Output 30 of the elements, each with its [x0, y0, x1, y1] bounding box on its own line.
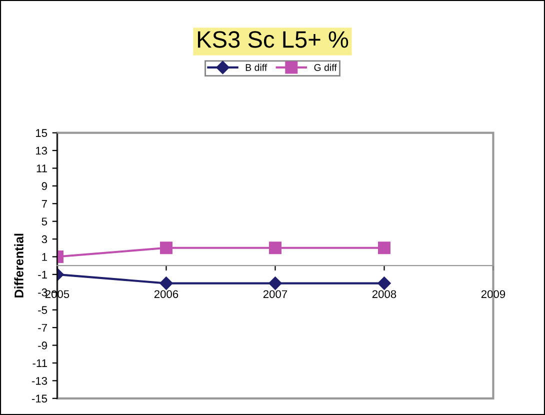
y-tick-label: -1 — [38, 270, 47, 278]
legend-label: B diff — [246, 64, 268, 71]
y-tick-label: -3 — [38, 288, 48, 296]
y-tick-label: -5 — [38, 306, 48, 314]
point — [160, 276, 173, 290]
y-tick-label: 1 — [42, 253, 47, 261]
x-tick-label: 2009 — [481, 290, 506, 298]
point — [268, 242, 282, 254]
y-tick-label: -9 — [38, 342, 47, 350]
y-axis-title: Differential — [14, 234, 24, 298]
point — [378, 276, 391, 290]
point — [378, 242, 390, 254]
y-tick-label: -15 — [32, 394, 48, 403]
chart-title: KS3 Sc L5+ % — [198, 31, 348, 48]
y-tick-label: 9 — [42, 182, 47, 190]
point — [268, 276, 282, 290]
x-tick-label: 2006 — [154, 290, 178, 298]
x-tick-label: 2008 — [372, 290, 396, 298]
x-tick-label: 2007 — [263, 290, 288, 298]
y-tick-label: 5 — [42, 218, 48, 226]
y-tick-label: 13 — [36, 146, 48, 155]
y-tick-label: 15 — [36, 129, 48, 137]
y-tick-label: -13 — [32, 376, 48, 385]
y-tick-label: 3 — [42, 235, 48, 244]
y-tick-label: -7 — [38, 324, 47, 332]
y-tick-label: -11 — [32, 359, 47, 368]
legend-label: G diff — [314, 64, 337, 71]
point — [160, 242, 172, 254]
y-tick-label: 7 — [42, 200, 47, 208]
y-tick-label: 11 — [36, 164, 47, 172]
